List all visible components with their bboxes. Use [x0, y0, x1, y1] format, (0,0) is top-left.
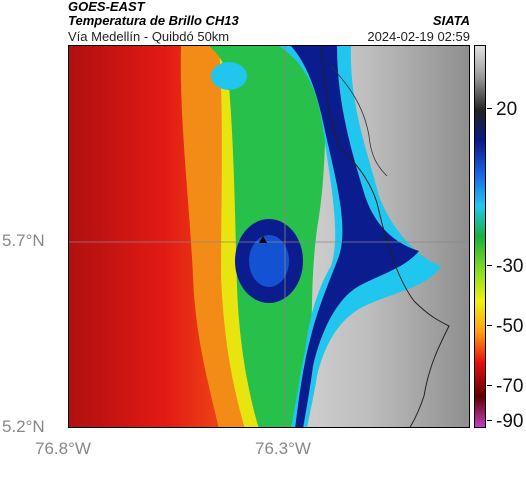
org-label: SIATA [432, 13, 470, 28]
deep-blue-band [291, 46, 419, 427]
product-title: Temperatura de Brillo CH13 [68, 13, 239, 28]
colorbar-label-20: 20 [496, 99, 518, 120]
cyan-patch [211, 62, 247, 90]
colorbar-tick [487, 108, 492, 109]
map-image [69, 46, 469, 427]
route-label: Vía Medellín - Quibdó 50km [68, 29, 230, 44]
orange-band [79, 46, 254, 427]
lat-label-5-7: 5.7°N [2, 231, 45, 250]
colorbar-tick [487, 420, 492, 421]
timestamp-label: 2024-02-19 02:59 [367, 29, 470, 44]
border-line [330, 65, 388, 177]
colorbar-label-m90: -90 [496, 411, 524, 432]
satellite-map [68, 45, 470, 428]
colorbar-label-m70: -70 [496, 376, 524, 397]
colorbar-tick [487, 265, 492, 266]
colorbar [474, 45, 486, 428]
colorbar-label-m30: -30 [496, 256, 524, 277]
lon-label-76-8: 76.8°W [35, 439, 91, 458]
lat-label-5-2: 5.2°N [2, 417, 45, 436]
lon-label-76-3: 76.3°W [255, 439, 311, 458]
cold-core-inner [249, 235, 289, 287]
coastline [320, 46, 450, 427]
colorbar-tick [487, 385, 492, 386]
satellite-title: GOES-EAST [68, 0, 145, 14]
colorbar-label-m50: -50 [496, 316, 524, 337]
triangle-marker [259, 236, 267, 243]
colorbar-tick [487, 325, 492, 326]
